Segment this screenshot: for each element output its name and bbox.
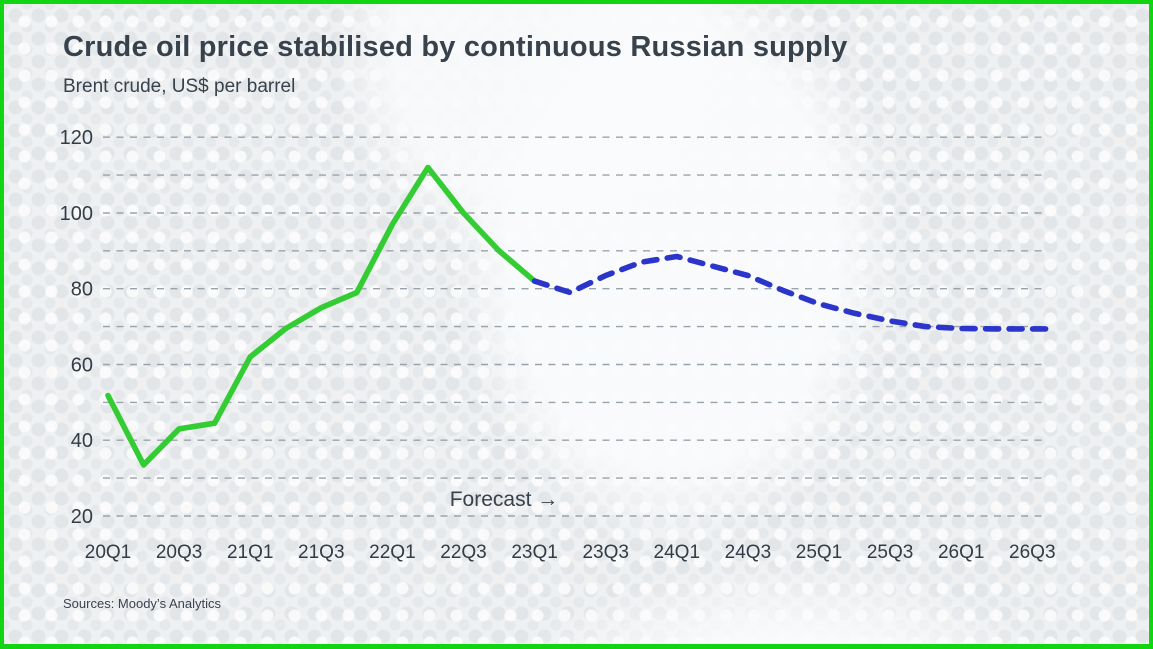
forecast-annotation: Forecast → xyxy=(450,488,559,511)
gridlines-group xyxy=(103,136,1048,517)
chart-title: Crude oil price stabilised by continuous… xyxy=(63,31,848,63)
forecast-series-line xyxy=(531,253,1051,332)
x-axis-tick-label: 23Q1 xyxy=(511,542,557,563)
x-axis-tick-label: 20Q3 xyxy=(156,542,202,563)
y-axis-tick-label: 120 xyxy=(60,127,93,149)
x-axis-tick-label: 20Q1 xyxy=(85,542,131,563)
x-axis-tick-label: 21Q1 xyxy=(227,542,273,563)
y-axis-tick-label: 60 xyxy=(71,355,93,377)
x-axis-tick-label: 22Q1 xyxy=(369,542,415,563)
x-axis-tick-label: 22Q3 xyxy=(440,542,486,563)
x-axis-tick-label: 26Q1 xyxy=(938,542,984,563)
x-axis-tick-label: 24Q1 xyxy=(654,542,700,563)
y-axis-tick-label: 40 xyxy=(71,430,93,452)
y-axis-tick-label: 20 xyxy=(71,506,93,528)
x-axis-tick-label: 23Q3 xyxy=(582,542,628,563)
x-axis-tick-label: 25Q3 xyxy=(867,542,913,563)
series-lines-group xyxy=(105,164,1051,468)
sources-note: Sources: Moody’s Analytics xyxy=(63,596,221,611)
y-axis-tick-label: 80 xyxy=(71,279,93,301)
chart-subtitle: Brent crude, US$ per barrel xyxy=(63,76,296,97)
x-axis-tick-label: 26Q3 xyxy=(1009,542,1055,563)
x-axis-tick-label: 21Q3 xyxy=(298,542,344,563)
y-axis-labels-group: 120 100 80 60 40 20 xyxy=(60,127,93,528)
x-axis-labels-group: 20Q1 20Q3 21Q1 21Q3 22Q1 22Q3 23Q1 23Q3 24Q1 24Q3… xyxy=(85,542,1056,563)
y-axis-tick-label: 100 xyxy=(60,203,93,225)
historical-series-line xyxy=(105,164,538,468)
x-axis-tick-label: 24Q3 xyxy=(725,542,771,563)
x-axis-tick-label: 25Q1 xyxy=(796,542,842,563)
